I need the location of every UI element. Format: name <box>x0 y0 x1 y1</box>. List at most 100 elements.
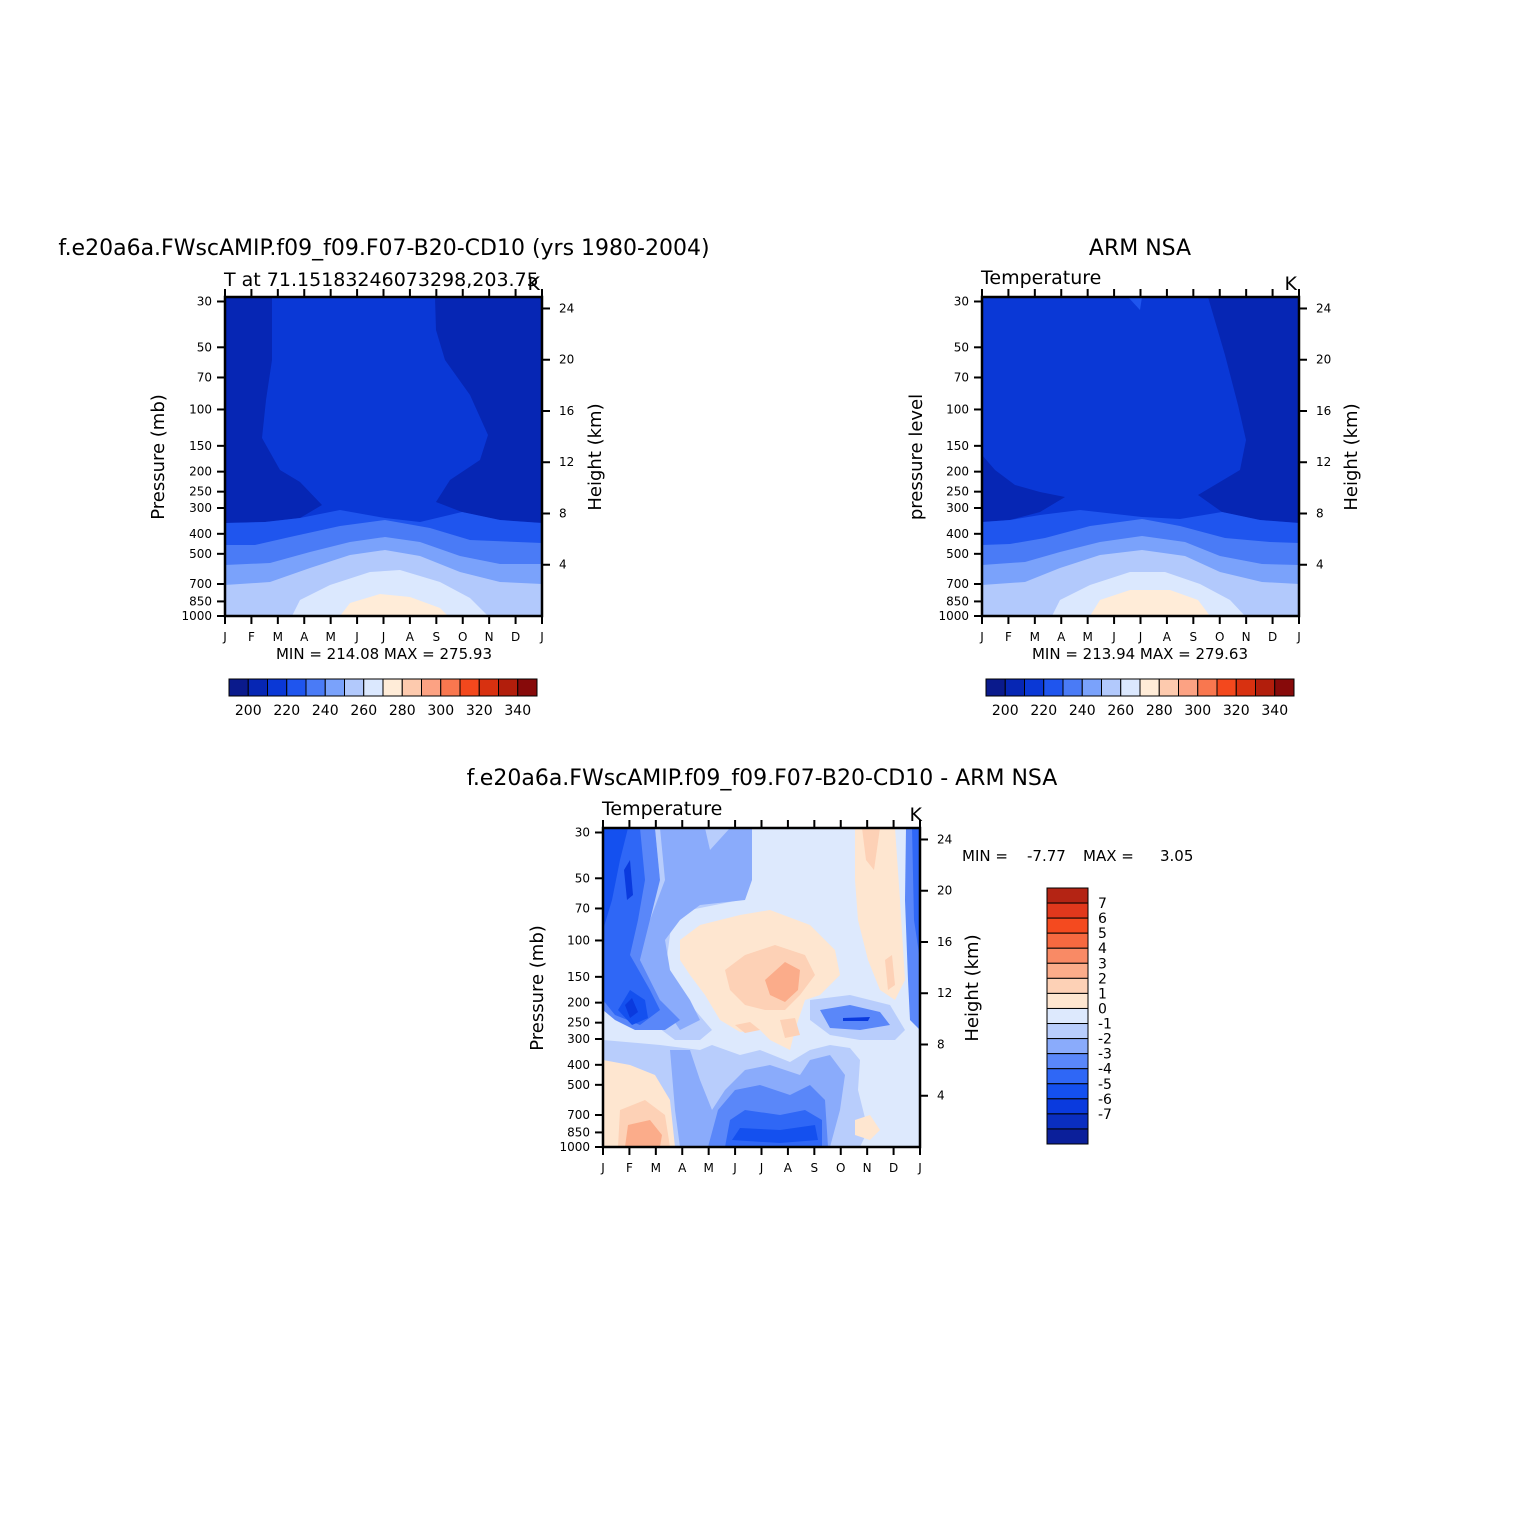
height-tick-label: 8 <box>559 506 567 520</box>
y-tick-label: 70 <box>954 370 969 384</box>
y-tick-label: 100 <box>567 933 590 947</box>
x-tick-label: N <box>863 1161 872 1175</box>
contour-band <box>640 828 752 1030</box>
height-tick-label: 16 <box>937 935 952 949</box>
x-tick-label: F <box>626 1161 633 1175</box>
height-tick-label: 12 <box>937 986 952 1000</box>
colorbar-swatch <box>1046 1098 1089 1115</box>
x-tick-label: M <box>651 1161 661 1175</box>
contour-band <box>225 297 322 523</box>
colorbar-swatch <box>1081 678 1102 697</box>
y-tick-label: 400 <box>567 1058 590 1072</box>
x-tick-label: F <box>248 630 255 644</box>
contour-band <box>843 1017 870 1021</box>
x-tick-label: J <box>381 630 386 644</box>
colorbar-swatch <box>1046 887 1089 904</box>
y-tick-label: 700 <box>567 1108 590 1122</box>
height-tick-label: 24 <box>1316 301 1331 315</box>
colorbar-swatch <box>1120 678 1141 697</box>
contour-band <box>732 1125 818 1143</box>
colorbar-swatch <box>1178 678 1199 697</box>
x-tick-label: S <box>1190 630 1198 644</box>
y-tick-label: 50 <box>954 340 969 354</box>
colorbar-swatch <box>247 678 268 697</box>
colorbar-label: 280 <box>389 703 416 719</box>
colorbar-swatch <box>1046 1053 1089 1070</box>
x-tick-label: J <box>917 1161 922 1175</box>
colorbar-swatch <box>1046 1023 1089 1040</box>
contour-band <box>855 828 905 1000</box>
panel-obs-colorbar: 200 220 240 260 280 300 320 340 <box>985 678 1295 719</box>
colorbar-label: -7 <box>1098 1107 1112 1123</box>
contour-band <box>885 955 895 990</box>
colorbar-label: 300 <box>427 703 454 719</box>
colorbar-label: -5 <box>1098 1077 1112 1093</box>
colorbar-swatch <box>1004 678 1025 697</box>
y-tick-label: 700 <box>189 577 212 591</box>
colorbar-swatch <box>324 678 345 697</box>
colorbar-swatch <box>517 678 538 697</box>
colorbar-label: 220 <box>273 703 300 719</box>
colorbar-swatch <box>286 678 307 697</box>
colorbar-swatch <box>305 678 326 697</box>
x-tick-label: J <box>222 630 227 644</box>
colorbar-label: 320 <box>1223 703 1250 719</box>
panel-obs: ARM NSA Temperature K 30 50 70 100 150 200 250… <box>906 236 1362 719</box>
panel-diff-min-label: MIN = <box>962 847 1008 865</box>
y-tick-label: 500 <box>946 547 969 561</box>
y-tick-label: 400 <box>946 527 969 541</box>
contour-band <box>624 860 633 900</box>
y-tick-label: 100 <box>189 402 212 416</box>
colorbar-label: 260 <box>350 703 377 719</box>
contour-band <box>735 1022 760 1033</box>
height-tick-label: 12 <box>1316 455 1331 469</box>
colorbar-swatch <box>1158 678 1179 697</box>
contour-band <box>820 1005 890 1030</box>
x-tick-label: S <box>811 1161 819 1175</box>
contour-band <box>1090 590 1210 616</box>
height-tick-label: 4 <box>559 558 567 572</box>
x-tick-label: A <box>300 630 309 644</box>
height-tick-label: 16 <box>1316 404 1331 418</box>
colorbar-swatch <box>459 678 480 697</box>
colorbar-swatch <box>1043 678 1064 697</box>
colorbar-swatch <box>1046 932 1089 949</box>
colorbar-label: 340 <box>1261 703 1288 719</box>
colorbar-swatch <box>440 678 461 697</box>
x-tick-label: N <box>485 630 494 644</box>
x-tick-label: M <box>273 630 283 644</box>
colorbar-swatch <box>1255 678 1276 697</box>
y-tick-label: 150 <box>189 439 212 453</box>
colorbar-swatch <box>1139 678 1160 697</box>
colorbar-swatch <box>1046 977 1089 994</box>
panel-model-minmax: MIN = 214.08 MAX = 275.93 <box>276 645 492 663</box>
x-tick-label: A <box>406 630 415 644</box>
panel-diff-min-value: -7.77 <box>1027 847 1066 865</box>
contour-band <box>292 570 488 616</box>
colorbar-label: 6 <box>1098 911 1107 927</box>
y-tick-label: 30 <box>954 294 969 308</box>
y-tick-label: 300 <box>567 1032 590 1046</box>
y-tick-label: 70 <box>197 370 212 384</box>
y-tick-label: 70 <box>575 901 590 915</box>
height-tick-label: 8 <box>1316 506 1324 520</box>
contour-band <box>435 297 542 523</box>
y-tick-label: 50 <box>197 340 212 354</box>
y-tick-label: 1000 <box>938 609 969 623</box>
colorbar-swatch <box>1024 678 1045 697</box>
panel-model-subtitle: T at 71.15183246073298,203.75 <box>223 269 539 291</box>
panel-model-units: K <box>528 273 541 295</box>
y-tick-label: 500 <box>189 547 212 561</box>
colorbar-label: 320 <box>466 703 493 719</box>
y-tick-label: 700 <box>946 577 969 591</box>
colorbar-swatch <box>1046 1007 1089 1025</box>
x-tick-label: M <box>1082 630 1092 644</box>
x-tick-label: O <box>1215 630 1224 644</box>
y-tick-label: 250 <box>189 485 212 499</box>
contour-band <box>603 828 660 1025</box>
height-tick-label: 16 <box>559 404 574 418</box>
contour-band <box>625 998 638 1018</box>
